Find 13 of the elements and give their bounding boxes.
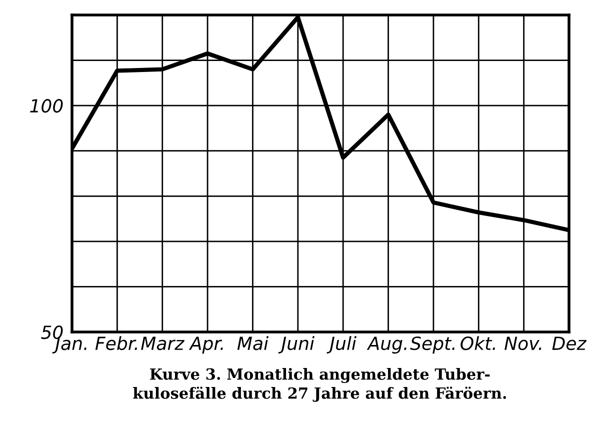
x-tick-label: Sept.: [410, 336, 454, 354]
y-tick-label: 100: [30, 99, 63, 113]
text: Kurve 3. Monatlich angemeldete Tuber- kulosefälle durch 27 Jahre auf den Färöern.: [133, 368, 506, 402]
x-tick-label: Mai: [237, 336, 268, 350]
x-tick-label: Apr.: [188, 336, 223, 354]
x-tick-label: Nov.: [504, 336, 542, 350]
x-tick-label: Okt.: [460, 336, 495, 350]
x-tick-label: Juni: [278, 336, 314, 354]
x-tick-label: Marz: [141, 336, 184, 350]
x-tick-label: Febr.: [95, 336, 138, 350]
x-tick-label: Aug.: [366, 336, 406, 354]
x-tick-label: Dez: [552, 336, 587, 350]
x-tick-label: Juli: [326, 336, 356, 354]
